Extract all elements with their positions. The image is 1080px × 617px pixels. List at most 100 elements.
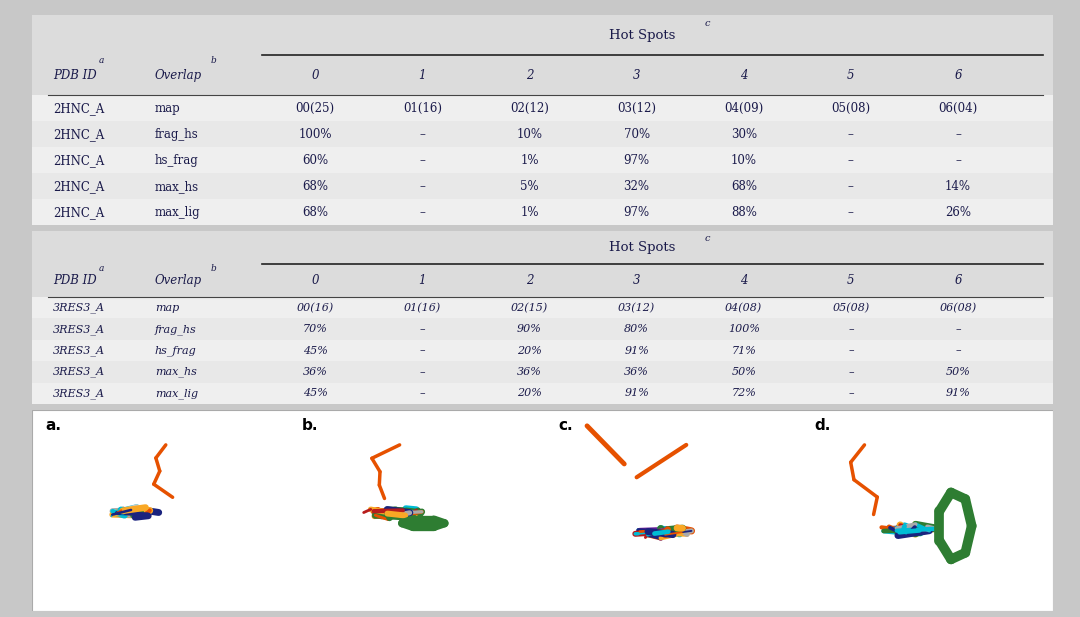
Text: Overlap: Overlap [154, 68, 202, 81]
Text: –: – [419, 389, 426, 399]
Text: 68%: 68% [302, 180, 328, 193]
Text: 04(09): 04(09) [724, 102, 764, 115]
Text: 1: 1 [419, 274, 426, 287]
Text: 5%: 5% [521, 180, 539, 193]
Text: –: – [848, 346, 853, 355]
Text: 80%: 80% [624, 324, 649, 334]
Text: 5: 5 [847, 274, 854, 287]
Text: 2HNC_A: 2HNC_A [53, 102, 104, 115]
Text: 88%: 88% [731, 205, 757, 218]
Text: –: – [419, 324, 426, 334]
Text: –: – [848, 367, 853, 377]
Text: 3: 3 [633, 68, 640, 81]
Text: –: – [419, 367, 426, 377]
Text: 2HNC_A: 2HNC_A [53, 205, 104, 218]
Text: a: a [98, 56, 104, 65]
Text: –: – [848, 389, 853, 399]
Text: c.: c. [558, 418, 572, 433]
Text: 91%: 91% [946, 389, 971, 399]
Text: frag_hs: frag_hs [154, 128, 199, 141]
Text: hs_frag: hs_frag [154, 154, 199, 167]
Text: 2HNC_A: 2HNC_A [53, 128, 104, 141]
Text: 2: 2 [526, 274, 534, 287]
Text: 36%: 36% [624, 367, 649, 377]
Text: 3RES3_A: 3RES3_A [53, 346, 105, 356]
Text: 03(12): 03(12) [617, 102, 656, 115]
Text: 05(08): 05(08) [833, 302, 869, 313]
Text: 05(08): 05(08) [832, 102, 870, 115]
Text: –: – [848, 128, 854, 141]
Text: 71%: 71% [731, 346, 756, 355]
Text: 3: 3 [633, 274, 640, 287]
Text: frag_hs: frag_hs [154, 324, 197, 334]
Text: –: – [848, 154, 854, 167]
Text: 2HNC_A: 2HNC_A [53, 180, 104, 193]
Text: 01(16): 01(16) [404, 302, 441, 313]
Bar [32, 199, 1053, 225]
Bar [32, 340, 1053, 362]
Text: 90%: 90% [517, 324, 542, 334]
Text: 10%: 10% [731, 154, 757, 167]
Text: Hot Spots: Hot Spots [609, 29, 675, 42]
Text: 3RES3_A: 3RES3_A [53, 366, 105, 378]
Text: 30%: 30% [731, 128, 757, 141]
Text: max_lig: max_lig [154, 205, 201, 218]
Text: 3RES3_A: 3RES3_A [53, 302, 105, 313]
Text: 1%: 1% [521, 205, 539, 218]
Text: 1%: 1% [521, 154, 539, 167]
Text: PDB ID: PDB ID [53, 274, 96, 287]
Text: Hot Spots: Hot Spots [609, 241, 675, 254]
Text: b: b [211, 56, 217, 65]
Bar [32, 147, 1053, 173]
Bar [32, 121, 1053, 147]
Text: map: map [154, 102, 180, 115]
Text: 97%: 97% [623, 154, 650, 167]
Text: –: – [956, 324, 961, 334]
Text: 6: 6 [955, 68, 962, 81]
Bar [32, 15, 1053, 95]
Text: 20%: 20% [517, 389, 542, 399]
Bar [32, 362, 1053, 383]
Text: 45%: 45% [302, 346, 327, 355]
Text: 91%: 91% [624, 346, 649, 355]
Text: 0: 0 [311, 68, 319, 81]
Text: map: map [154, 303, 179, 313]
Text: a: a [98, 264, 104, 273]
Text: 100%: 100% [728, 324, 759, 334]
Text: 26%: 26% [945, 205, 971, 218]
Text: max_lig: max_lig [154, 388, 198, 399]
Text: 4: 4 [740, 68, 747, 81]
Text: 00(16): 00(16) [297, 302, 334, 313]
Text: c: c [704, 234, 710, 242]
Text: 50%: 50% [946, 367, 971, 377]
Text: 01(16): 01(16) [403, 102, 442, 115]
Text: Overlap: Overlap [154, 274, 202, 287]
Text: –: – [848, 205, 854, 218]
Text: c: c [704, 19, 710, 28]
Text: 03(12): 03(12) [618, 302, 656, 313]
Text: 36%: 36% [517, 367, 542, 377]
Text: –: – [848, 324, 853, 334]
Text: PDB ID: PDB ID [53, 68, 96, 81]
Text: –: – [419, 154, 426, 167]
Text: 45%: 45% [302, 389, 327, 399]
Text: 68%: 68% [302, 205, 328, 218]
Text: 14%: 14% [945, 180, 971, 193]
Text: 72%: 72% [731, 389, 756, 399]
Text: 3RES3_A: 3RES3_A [53, 388, 105, 399]
Text: 10%: 10% [516, 128, 542, 141]
Bar [32, 318, 1053, 340]
Text: –: – [419, 180, 426, 193]
Text: 6: 6 [955, 274, 962, 287]
Text: 5: 5 [847, 68, 854, 81]
Text: 50%: 50% [731, 367, 756, 377]
Bar [32, 173, 1053, 199]
Bar [32, 231, 1053, 297]
Text: 02(15): 02(15) [511, 302, 548, 313]
Text: 2: 2 [526, 68, 534, 81]
Text: –: – [955, 128, 961, 141]
Text: 32%: 32% [623, 180, 649, 193]
Text: max_hs: max_hs [154, 366, 197, 378]
Text: 06(04): 06(04) [939, 102, 977, 115]
Text: b.: b. [301, 418, 319, 433]
